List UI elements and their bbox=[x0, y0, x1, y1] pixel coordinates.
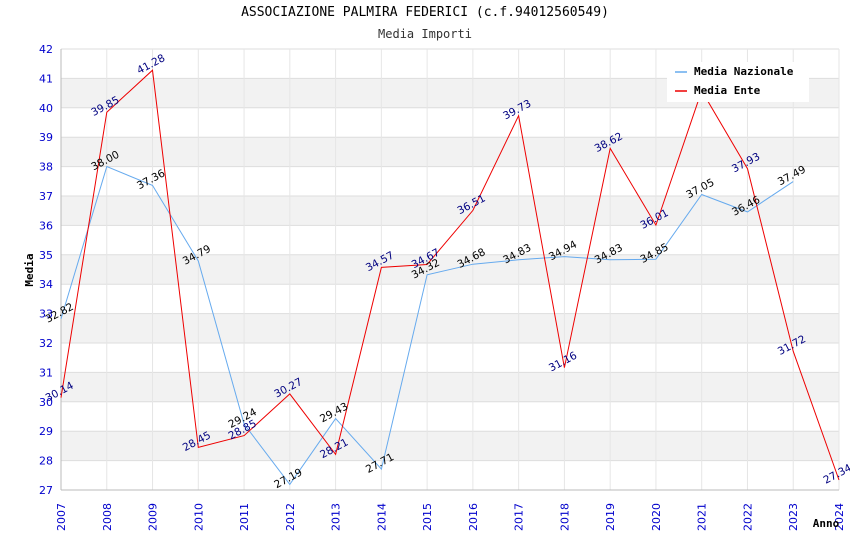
grid-band bbox=[61, 313, 839, 343]
x-tick-label: 2020 bbox=[650, 503, 663, 531]
x-tick-label: 2022 bbox=[741, 503, 754, 531]
y-tick-label: 39 bbox=[39, 131, 53, 144]
x-tick-label: 2014 bbox=[375, 503, 388, 531]
legend-label-ente: Media Ente bbox=[694, 84, 761, 97]
legend-box bbox=[667, 62, 809, 102]
x-tick-label: 2013 bbox=[330, 503, 343, 531]
x-tick-label: 2011 bbox=[238, 503, 251, 531]
x-axis-label: Anno bbox=[813, 517, 840, 530]
grid-band bbox=[61, 137, 839, 167]
x-tick-label: 2010 bbox=[192, 503, 205, 531]
x-tick-label: 2019 bbox=[604, 503, 617, 531]
grid-band bbox=[61, 372, 839, 402]
grid-band bbox=[61, 343, 839, 373]
grid-band bbox=[61, 401, 839, 432]
y-tick-label: 31 bbox=[39, 366, 53, 379]
y-tick-label: 29 bbox=[39, 425, 53, 438]
x-tick-label: 2021 bbox=[696, 503, 709, 531]
y-tick-label: 35 bbox=[39, 249, 53, 262]
y-tick-label: 37 bbox=[39, 190, 53, 203]
legend-label-nazionale: Media Nazionale bbox=[694, 65, 794, 78]
y-axis-label: Media bbox=[23, 253, 36, 286]
chart-title: ASSOCIAZIONE PALMIRA FEDERICI (c.f.94012… bbox=[241, 5, 609, 20]
y-tick-label: 27 bbox=[39, 484, 53, 497]
x-tick-label: 2018 bbox=[558, 503, 571, 531]
grid-band bbox=[61, 196, 839, 226]
y-tick-label: 33 bbox=[39, 308, 53, 321]
y-tick-label: 32 bbox=[39, 337, 53, 350]
y-tick-label: 36 bbox=[39, 219, 53, 232]
x-tick-label: 2024 bbox=[833, 503, 846, 531]
y-tick-label: 34 bbox=[39, 278, 53, 291]
x-tick-label: 2016 bbox=[467, 503, 480, 531]
x-tick-label: 2007 bbox=[55, 503, 68, 531]
y-tick-label: 41 bbox=[39, 72, 53, 85]
x-tick-label: 2008 bbox=[101, 503, 114, 531]
series-line-nazionale bbox=[60, 165, 794, 486]
x-tick-label: 2017 bbox=[513, 503, 526, 531]
y-tick-label: 42 bbox=[39, 43, 53, 56]
grid-band bbox=[61, 284, 839, 314]
grid-band bbox=[61, 460, 839, 490]
grid-band bbox=[61, 107, 839, 138]
x-tick-label: 2009 bbox=[147, 503, 160, 531]
x-tick-label: 2015 bbox=[421, 503, 434, 531]
grid-band bbox=[61, 431, 839, 461]
chart-subtitle: Media Importi bbox=[378, 27, 472, 41]
series-line-ente bbox=[60, 69, 840, 481]
legend: Media Nazionale Media Ente bbox=[667, 62, 809, 102]
y-tick-label: 30 bbox=[39, 396, 53, 409]
x-tick-label: 2023 bbox=[787, 503, 800, 531]
grid-band bbox=[61, 166, 839, 196]
y-tick-label: 38 bbox=[39, 161, 53, 174]
y-tick-label: 40 bbox=[39, 102, 53, 115]
grid-band bbox=[61, 225, 839, 255]
y-tick-label: 28 bbox=[39, 455, 53, 468]
x-tick-label: 2012 bbox=[284, 503, 297, 531]
